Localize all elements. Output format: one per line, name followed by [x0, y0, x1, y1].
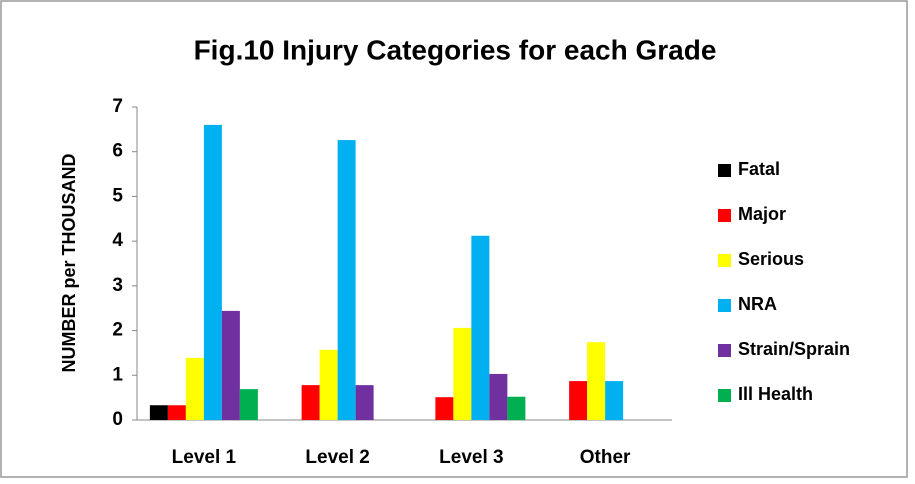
x-tick-label: Level 2: [305, 447, 369, 468]
legend-swatch: [718, 389, 731, 402]
bar: [221, 310, 240, 420]
y-tick-label: 7: [112, 96, 123, 117]
chart-title: Fig.10 Injury Categories for each Grade: [194, 34, 717, 65]
y-tick-label: 3: [112, 275, 123, 296]
y-tick-label: 4: [112, 230, 123, 251]
legend-label: Major: [738, 204, 786, 224]
legend-label: Fatal: [738, 159, 780, 179]
legend-swatch: [718, 254, 731, 267]
legend-label: Ill Health: [738, 384, 813, 404]
legend-swatch: [718, 209, 731, 222]
bar: [489, 373, 508, 420]
legend-swatch: [718, 299, 731, 312]
legend-label: NRA: [738, 294, 777, 314]
y-tick-label: 5: [112, 185, 123, 206]
bar: [301, 385, 320, 420]
y-tick-label: 6: [112, 141, 123, 162]
bar: [435, 397, 454, 420]
bar: [203, 124, 222, 420]
legend-swatch: [718, 344, 731, 357]
bar: [587, 342, 606, 420]
x-tick-label: Level 3: [439, 447, 503, 468]
bar: [185, 357, 204, 420]
x-tick-label: Level 1: [172, 447, 237, 468]
bar: [355, 385, 374, 420]
bar: [507, 396, 526, 420]
bar: [453, 327, 472, 420]
y-tick-label: 2: [112, 320, 123, 341]
bar: [167, 405, 186, 420]
bar: [337, 140, 356, 421]
x-tick-label: Other: [580, 447, 631, 468]
bar: [569, 381, 588, 420]
legend-label: Strain/Sprain: [738, 339, 850, 359]
y-tick-label: 0: [112, 409, 123, 430]
y-tick-label: 1: [112, 364, 123, 385]
y-axis-label: NUMBER per THOUSAND: [59, 153, 79, 372]
legend-label: Serious: [738, 249, 804, 269]
bar: [605, 381, 624, 420]
bar: [319, 349, 338, 420]
bar: [239, 389, 258, 420]
legend-swatch: [718, 164, 731, 177]
bar: [149, 405, 168, 420]
bar: [471, 235, 490, 420]
